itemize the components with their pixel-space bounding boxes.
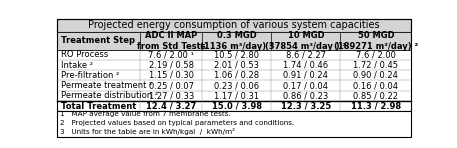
Text: 0.86 / 0.23: 0.86 / 0.23 — [283, 91, 329, 100]
Text: Projected energy consumption of various system capacities: Projected energy consumption of various … — [88, 20, 380, 30]
Text: Permeate distribution ²: Permeate distribution ² — [61, 91, 159, 100]
Text: 2   Projected values based on typical parameters and conditions.: 2 Projected values based on typical para… — [60, 120, 294, 126]
Text: Total Treatment: Total Treatment — [61, 102, 137, 111]
Text: 12.3 / 3.25: 12.3 / 3.25 — [281, 102, 331, 111]
Bar — [57, 50, 411, 60]
Text: 1.06 / 0.28: 1.06 / 0.28 — [214, 71, 260, 80]
Bar — [57, 70, 411, 80]
Bar — [57, 91, 411, 101]
Text: RO Process: RO Process — [61, 50, 109, 59]
Text: 8.6 / 2.27: 8.6 / 2.27 — [286, 50, 326, 59]
Bar — [57, 19, 411, 32]
Text: Permeate treatment ²: Permeate treatment ² — [61, 81, 153, 90]
Text: 2.19 / 0.58: 2.19 / 0.58 — [149, 61, 194, 70]
Bar — [57, 101, 411, 111]
Text: 12.4 / 3.27: 12.4 / 3.27 — [146, 102, 197, 111]
Text: 1.17 / 0.31: 1.17 / 0.31 — [214, 91, 260, 100]
Text: 1.27 / 0.33: 1.27 / 0.33 — [149, 91, 194, 100]
Text: 1.74 / 0.46: 1.74 / 0.46 — [283, 61, 329, 70]
Text: 15.0 / 3.98: 15.0 / 3.98 — [212, 102, 262, 111]
Text: 0.17 / 0.04: 0.17 / 0.04 — [283, 81, 329, 90]
Text: 3   Units for the table are in kWh/kgal  /  kWh/m²: 3 Units for the table are in kWh/kgal / … — [60, 128, 235, 135]
Bar — [57, 80, 411, 91]
Text: 1.72 / 0.45: 1.72 / 0.45 — [353, 61, 399, 70]
Bar — [57, 111, 411, 137]
Text: 2.01 / 0.53: 2.01 / 0.53 — [214, 61, 260, 70]
Text: 0.16 / 0.04: 0.16 / 0.04 — [353, 81, 399, 90]
Text: 0.23 / 0.06: 0.23 / 0.06 — [214, 81, 260, 90]
Text: Intake ²: Intake ² — [61, 61, 93, 70]
Text: Treatment Step: Treatment Step — [61, 36, 135, 45]
Bar — [57, 19, 411, 111]
Text: 1   MAP average value from 7 membrane tests.: 1 MAP average value from 7 membrane test… — [60, 111, 231, 117]
Text: 0.90 / 0.24: 0.90 / 0.24 — [353, 71, 399, 80]
Text: ADC II MAP
from Std Tests: ADC II MAP from Std Tests — [137, 31, 206, 50]
Bar — [57, 60, 411, 70]
Text: 11.3 / 2.98: 11.3 / 2.98 — [351, 102, 401, 111]
Text: 0.25 / 0.07: 0.25 / 0.07 — [149, 81, 194, 90]
Text: 50 MGD
(189271 m³/day) ²: 50 MGD (189271 m³/day) ² — [334, 31, 418, 50]
Text: 10.5 / 2.80: 10.5 / 2.80 — [214, 50, 260, 59]
Bar — [57, 32, 411, 50]
Text: 7.6 / 2.00 ¹: 7.6 / 2.00 ¹ — [149, 50, 194, 59]
Text: 0.91 / 0.24: 0.91 / 0.24 — [283, 71, 329, 80]
Text: 0.85 / 0.22: 0.85 / 0.22 — [353, 91, 399, 100]
Text: Pre-filtration ²: Pre-filtration ² — [61, 71, 120, 80]
Text: 10 MGD
(37854 m³/day ) ²: 10 MGD (37854 m³/day ) ² — [266, 31, 346, 50]
Text: 0.3 MGD
(1136 m³/day) ²: 0.3 MGD (1136 m³/day) ² — [201, 31, 273, 50]
Text: 7.6 / 2.00: 7.6 / 2.00 — [356, 50, 396, 59]
Text: 1.15 / 0.30: 1.15 / 0.30 — [149, 71, 194, 80]
